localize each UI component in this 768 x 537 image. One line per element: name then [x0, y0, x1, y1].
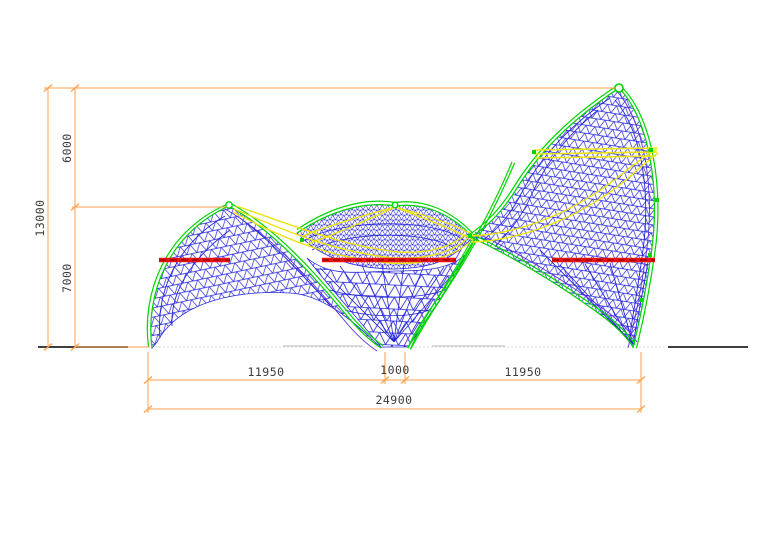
label-right-span: 11950 — [504, 365, 541, 379]
dimension-lines — [43, 83, 646, 414]
label-total-height: 13000 — [33, 199, 47, 236]
dimension-ticks — [43, 83, 646, 414]
ridge-cables — [232, 147, 659, 265]
dimension-labels: 13000 6000 7000 11950 1000 11950 24900 — [33, 133, 541, 407]
label-total-span: 24900 — [375, 393, 412, 407]
label-center-span: 1000 — [380, 363, 410, 377]
label-left-span: 11950 — [247, 365, 284, 379]
label-lower-height: 7000 — [60, 263, 74, 293]
right-membrane-mesh — [470, 87, 655, 349]
label-upper-height: 6000 — [60, 133, 74, 163]
node-fittings — [225, 83, 659, 302]
middle-membrane-mesh — [296, 204, 474, 348]
